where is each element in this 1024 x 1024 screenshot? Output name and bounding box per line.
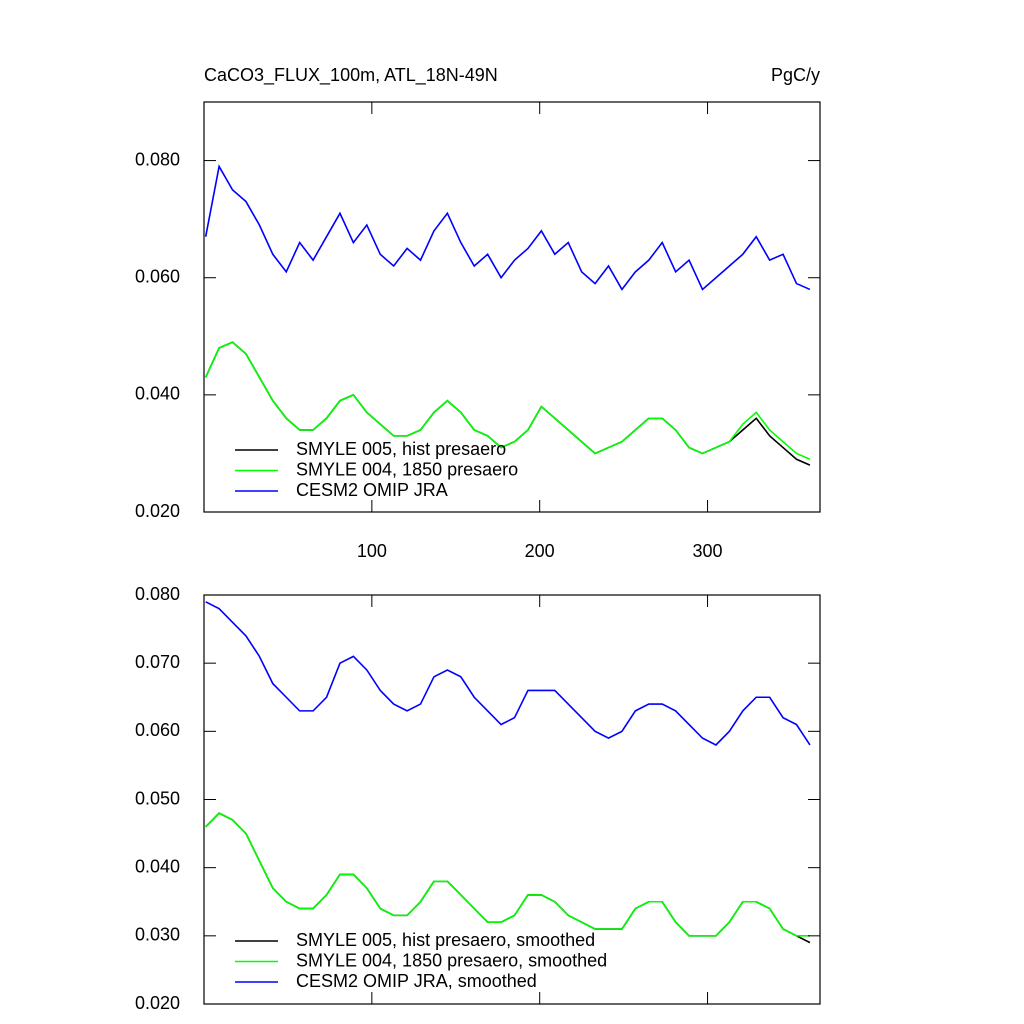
y-tick-label: 0.060 [135,720,180,740]
y-tick-label: 0.030 [135,925,180,945]
legend-label: SMYLE 005, hist presaero [296,439,506,459]
x-tick-label: 300 [693,541,723,561]
legend-label: SMYLE 004, 1850 presaero [296,459,518,479]
y-tick-label: 0.020 [135,993,180,1013]
legend-label: SMYLE 004, 1850 presaero, smoothed [296,950,607,970]
data-line [204,341,811,461]
y-tick-label: 0.020 [135,501,180,521]
units-label: PgC/y [771,65,820,85]
y-tick-label: 0.080 [135,584,180,604]
data-line [205,601,811,746]
chart-title: CaCO3_FLUX_100m, ATL_18N-49N [204,65,498,86]
y-tick-label: 0.070 [135,652,180,672]
legend-label: CESM2 OMIP JRA, smoothed [296,971,537,991]
y-tick-label: 0.060 [135,266,180,286]
y-tick-label: 0.050 [135,788,180,808]
data-line [204,164,811,291]
y-tick-label: 0.080 [135,149,180,169]
y-tick-label: 0.040 [135,856,180,876]
legend-label: CESM2 OMIP JRA [296,480,448,500]
x-tick-label: 200 [525,541,555,561]
data-line [205,812,810,937]
y-tick-label: 0.040 [135,384,180,404]
data-line [205,812,811,944]
plot-frame [203,101,821,513]
x-tick-label: 100 [357,541,387,561]
legend-label: SMYLE 005, hist presaero, smoothed [296,930,595,950]
